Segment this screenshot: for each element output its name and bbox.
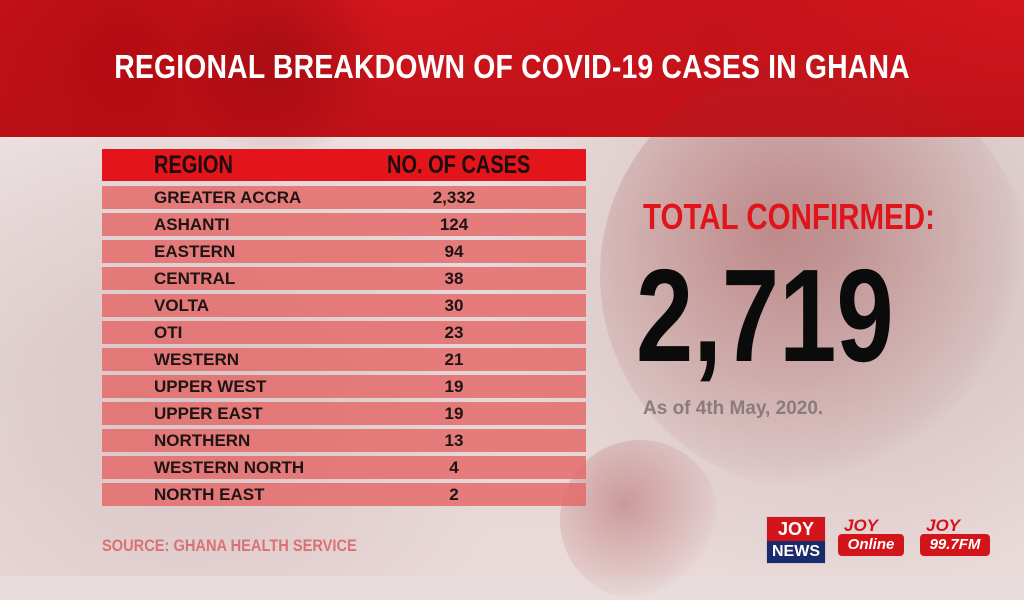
table-row: NORTH EAST 2 xyxy=(102,483,586,506)
joy-news-logo-bottom: NEWS xyxy=(767,541,825,563)
joy-online-logo-bottom: Online xyxy=(838,534,904,556)
table-row: EASTERN 94 xyxy=(102,240,586,263)
as-of-date: As of 4th May, 2020. xyxy=(643,398,824,419)
cases-column-header: NO. OF CASES xyxy=(387,151,531,179)
region-name: WESTERN NORTH xyxy=(154,458,305,477)
table-row: UPPER EAST 19 xyxy=(102,402,586,425)
virus-illustration-icon xyxy=(560,440,720,600)
case-count: 124 xyxy=(439,215,469,234)
case-count: 4 xyxy=(449,458,459,477)
brand-logos: JOY NEWS JOY Online JOY 99.7FM xyxy=(766,516,994,564)
region-name: GREATER ACCRA xyxy=(154,188,302,207)
region-name: CENTRAL xyxy=(154,269,236,288)
table-body: GREATER ACCRA 2,332 ASHANTI 124 EASTERN 94 CEN… xyxy=(102,186,586,506)
cases-table: REGION NO. OF CASES GREATER ACCRA 2,332 AS… xyxy=(102,149,586,510)
case-count: 30 xyxy=(444,296,464,315)
table-row: WESTERN NORTH 4 xyxy=(102,456,586,479)
region-name: ASHANTI xyxy=(154,215,230,234)
table-row: WESTERN 21 xyxy=(102,348,586,371)
total-confirmed-label: TOTAL CONFIRMED: xyxy=(643,196,935,237)
region-name: VOLTA xyxy=(154,296,210,315)
joy-news-logo: JOY NEWS xyxy=(766,516,826,564)
region-name: WESTERN xyxy=(154,350,239,369)
case-count: 2 xyxy=(449,485,459,504)
joy-fm-logo-bottom: 99.7FM xyxy=(920,534,990,556)
region-name: EASTERN xyxy=(154,242,236,261)
virus-illustration-icon xyxy=(180,0,380,160)
region-name: UPPER EAST xyxy=(154,404,263,423)
case-count: 13 xyxy=(444,431,464,450)
table-row: CENTRAL 38 xyxy=(102,267,586,290)
case-count: 19 xyxy=(444,404,464,423)
joy-fm-logo: JOY 99.7FM xyxy=(920,516,992,562)
joy-fm-logo-top: JOY xyxy=(926,516,961,535)
region-name: NORTH EAST xyxy=(154,485,265,504)
source-credit: SOURCE: GHANA HEALTH SERVICE xyxy=(102,536,357,555)
virus-illustration-icon xyxy=(600,60,1024,490)
region-name: NORTHERN xyxy=(154,431,251,450)
case-count: 2,332 xyxy=(432,188,476,207)
table-row: NORTHERN 13 xyxy=(102,429,586,452)
title-banner xyxy=(0,0,1024,137)
table-row: ASHANTI 124 xyxy=(102,213,586,236)
table-row: OTI 23 xyxy=(102,321,586,344)
table-row: GREATER ACCRA 2,332 xyxy=(102,186,586,209)
joy-news-logo-top: JOY xyxy=(767,517,825,541)
case-count: 23 xyxy=(444,323,464,342)
joy-online-logo: JOY Online xyxy=(838,516,906,562)
region-name: UPPER WEST xyxy=(154,377,267,396)
case-count: 21 xyxy=(444,350,464,369)
table-header: REGION NO. OF CASES xyxy=(102,149,586,181)
region-name: OTI xyxy=(154,323,183,342)
total-confirmed-value: 2,719 xyxy=(636,242,894,389)
region-column-header: REGION xyxy=(154,151,233,179)
table-row: UPPER WEST 19 xyxy=(102,375,586,398)
case-count: 38 xyxy=(444,269,464,288)
case-count: 19 xyxy=(444,377,464,396)
joy-online-logo-top: JOY xyxy=(844,516,879,535)
table-row: VOLTA 30 xyxy=(102,294,586,317)
case-count: 94 xyxy=(444,242,464,261)
page-title: REGIONAL BREAKDOWN OF COVID-19 CASES IN … xyxy=(114,48,910,85)
